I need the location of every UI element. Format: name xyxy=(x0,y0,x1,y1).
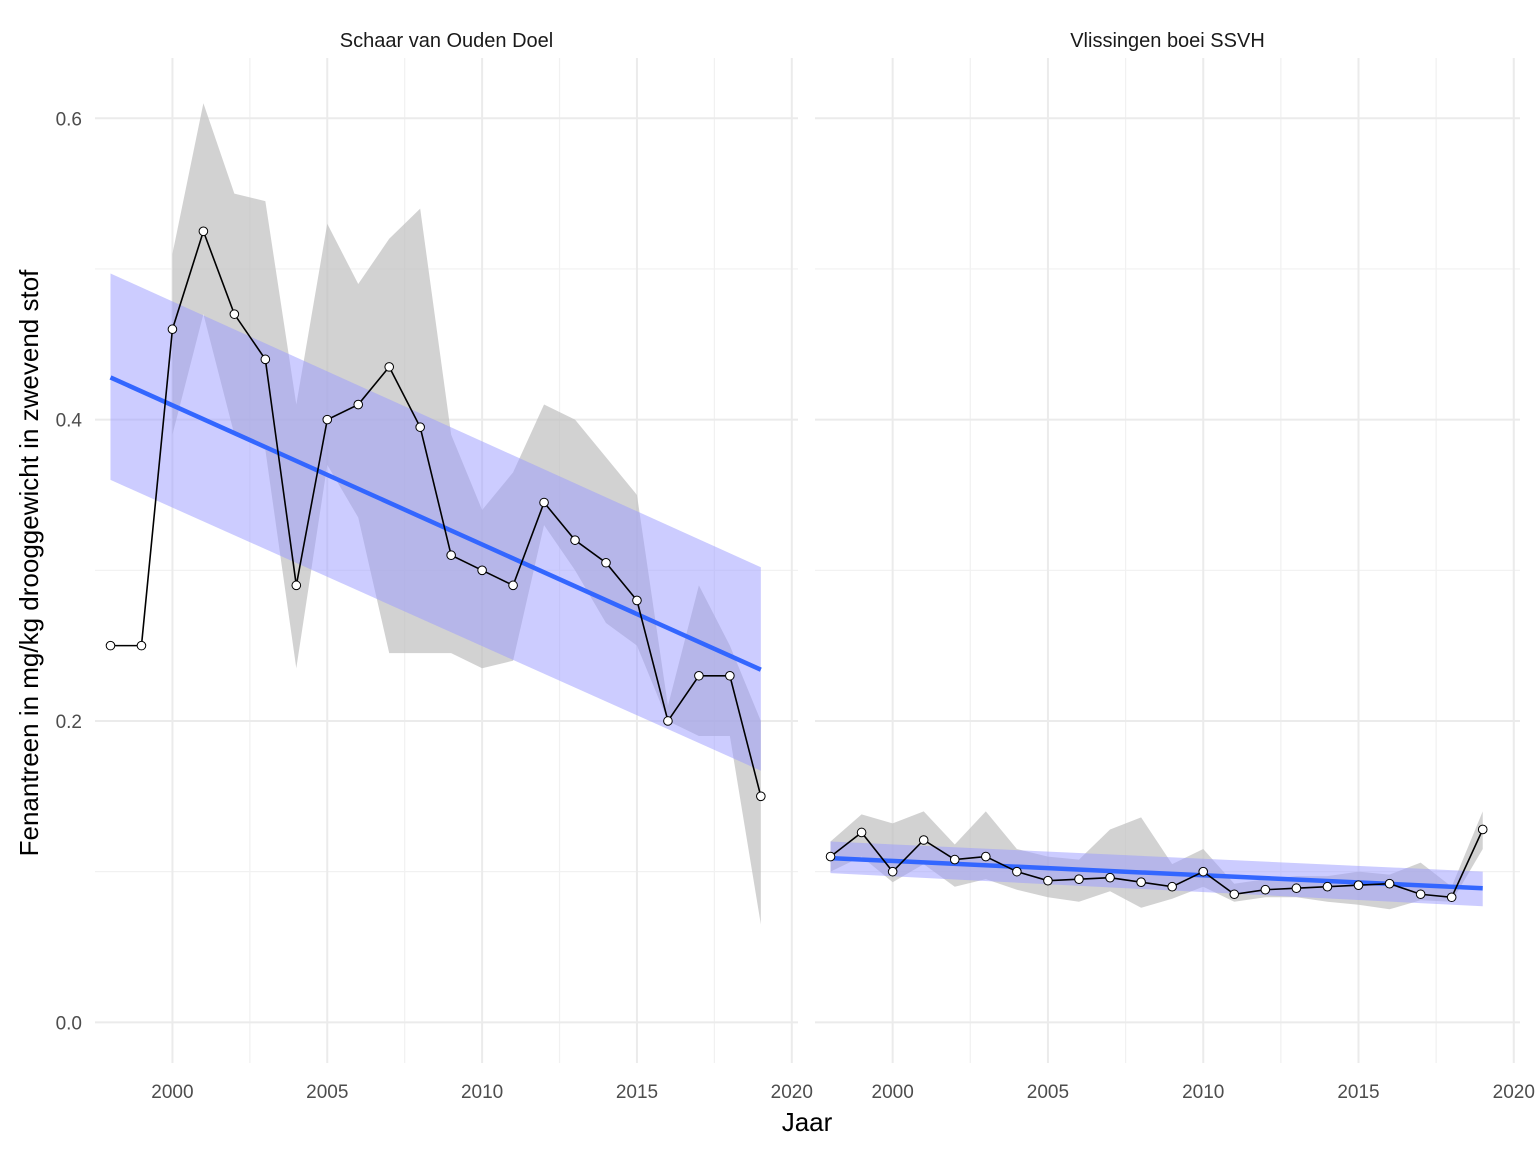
x-tick-label: 2010 xyxy=(461,1082,503,1103)
data-point xyxy=(1136,877,1146,887)
data-point xyxy=(415,422,425,432)
x-axis-title: Jaar xyxy=(782,1107,833,1137)
trend-line xyxy=(109,375,762,672)
y-axis-title: Fenantreen in mg/kg drooggewicht in zwev… xyxy=(14,269,44,857)
x-tick-label: 2020 xyxy=(771,1082,813,1103)
data-point xyxy=(601,557,611,568)
data-point xyxy=(1229,889,1240,900)
x-tick-label: 2015 xyxy=(616,1082,658,1103)
x-tick-label: 2010 xyxy=(1182,1082,1224,1103)
data-point xyxy=(1353,880,1364,891)
data-point xyxy=(663,716,673,726)
data-point xyxy=(1384,878,1395,889)
data-point xyxy=(949,854,960,865)
data-point xyxy=(856,827,867,838)
data-point xyxy=(136,640,147,651)
data-point xyxy=(229,309,240,319)
y-tick-label: 0.6 xyxy=(56,109,82,130)
panel-2: Vlissingen boei SSVH 2000 2005 2010 2015 2020 xyxy=(815,30,1535,1103)
trend-line xyxy=(830,855,1483,891)
data-point xyxy=(477,565,487,576)
y-tick-label: 0.4 xyxy=(56,411,83,432)
data-point xyxy=(105,640,116,651)
data-point xyxy=(725,670,735,681)
data-point xyxy=(1074,874,1084,884)
data-point xyxy=(1415,889,1426,900)
data-point xyxy=(384,362,395,372)
data-point xyxy=(539,497,549,508)
panel-1: Schaar van Ouden Doel 2000 2005 2010 2015 202… xyxy=(56,30,813,1103)
data-point xyxy=(353,399,364,410)
x-tick-label: 2020 xyxy=(1493,1082,1535,1103)
data-point xyxy=(632,595,642,606)
data-point xyxy=(1291,883,1302,894)
data-point xyxy=(981,851,991,862)
data-point xyxy=(167,324,178,335)
x-tick-label: 2000 xyxy=(151,1082,193,1103)
data-point xyxy=(198,226,209,237)
data-point xyxy=(508,580,518,591)
data-point xyxy=(1198,866,1209,877)
y-tick-label: 0.0 xyxy=(56,1013,82,1034)
data-point xyxy=(918,835,929,845)
data-point xyxy=(694,670,704,681)
data-point xyxy=(322,414,333,425)
data-point xyxy=(1322,881,1333,892)
data-point xyxy=(570,535,580,545)
data-point xyxy=(1167,881,1177,892)
data-point xyxy=(291,580,302,591)
data-point xyxy=(1105,872,1115,883)
data-point xyxy=(1012,866,1022,877)
x-tick-label: 2005 xyxy=(306,1082,348,1103)
data-point xyxy=(887,866,898,877)
x-tick-label: 2000 xyxy=(872,1082,914,1103)
data-point xyxy=(756,791,766,802)
x-tick-label: 2005 xyxy=(1027,1082,1069,1103)
data-point xyxy=(446,550,456,561)
data-point xyxy=(1477,824,1488,835)
data-point xyxy=(260,354,271,365)
data-point xyxy=(1043,875,1053,886)
data-point xyxy=(1446,892,1457,903)
y-tick-label: 0.2 xyxy=(56,712,82,733)
panel-title: Vlissingen boei SSVH xyxy=(1070,30,1265,52)
series-line xyxy=(830,829,1484,899)
x-tick-label: 2015 xyxy=(1337,1082,1379,1103)
data-point xyxy=(1260,884,1271,895)
panel-title: Schaar van Ouden Doel xyxy=(340,30,553,52)
series-line xyxy=(110,228,762,797)
data-point xyxy=(825,851,836,862)
